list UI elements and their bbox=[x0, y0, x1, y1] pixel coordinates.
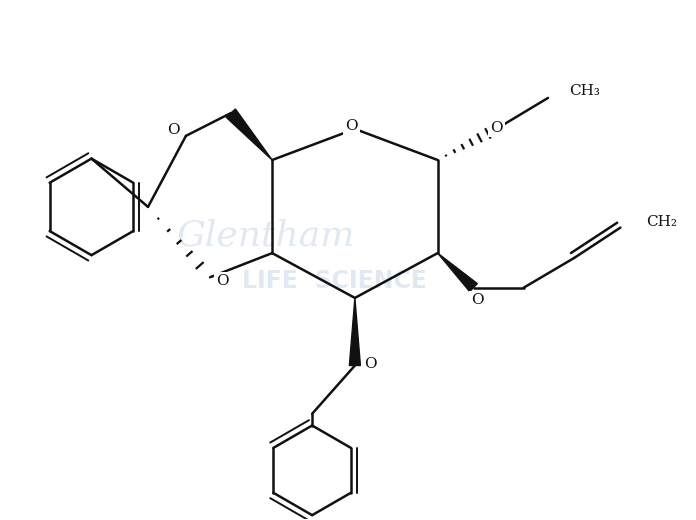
Text: CH₂: CH₂ bbox=[647, 215, 678, 229]
Polygon shape bbox=[438, 253, 477, 292]
Text: Glentham: Glentham bbox=[176, 219, 354, 253]
Text: CH₃: CH₃ bbox=[569, 84, 599, 98]
Polygon shape bbox=[226, 109, 272, 160]
Text: O: O bbox=[216, 274, 229, 288]
Text: O: O bbox=[167, 123, 180, 137]
Polygon shape bbox=[349, 298, 361, 366]
Text: O: O bbox=[364, 357, 377, 371]
Text: O: O bbox=[470, 293, 483, 307]
Text: O: O bbox=[345, 119, 358, 133]
Text: LIFE  SCIENCE: LIFE SCIENCE bbox=[242, 269, 427, 293]
Text: O: O bbox=[490, 121, 503, 135]
